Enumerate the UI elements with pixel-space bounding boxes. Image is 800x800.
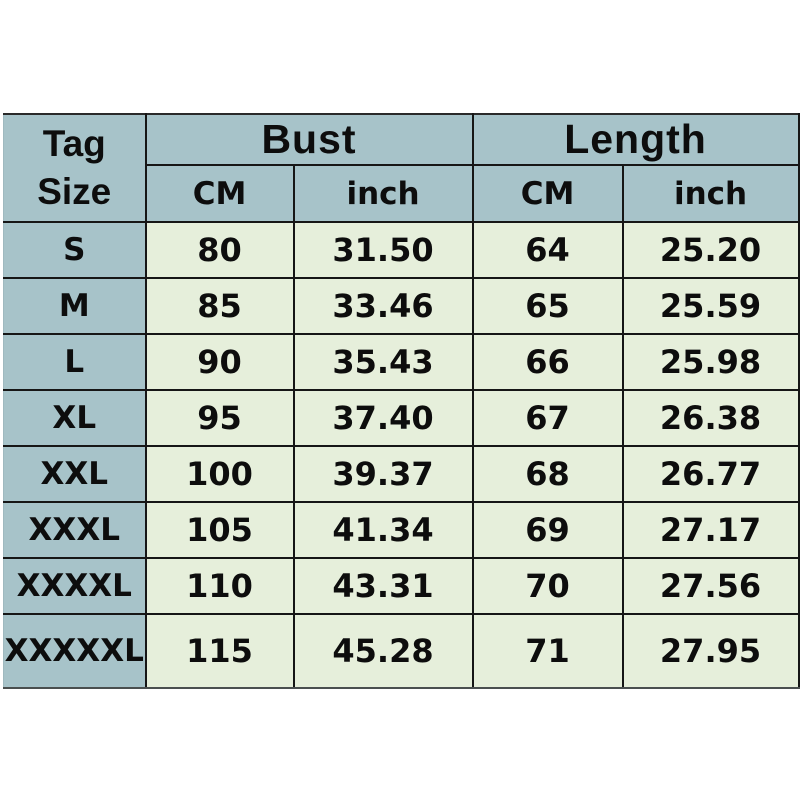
size-label: S	[3, 221, 147, 279]
size-label: XXL	[3, 445, 147, 503]
header-bust-cm: CM	[145, 164, 295, 223]
header-length-cm: CM	[471, 164, 624, 223]
bust-cm-value: 105	[144, 501, 295, 559]
size-label: XXXXL	[3, 557, 147, 615]
bust-inch-value: 35.43	[292, 333, 474, 391]
size-chart-table: Tag Size Bust Length CM inch CM inch S 8…	[3, 113, 800, 689]
length-inch-value: 26.77	[621, 445, 800, 503]
bust-cm-value: 115	[144, 613, 295, 689]
bust-cm-value: 95	[144, 389, 295, 447]
header-row-units: CM inch CM inch	[4, 164, 800, 223]
length-cm-value: 64	[471, 221, 624, 279]
length-cm-value: 71	[471, 613, 624, 689]
length-cm-value: 67	[471, 389, 624, 447]
length-cm-value: 65	[471, 277, 624, 335]
table-row-xxxxl: XXXXL 110 43.31 70 27.56	[3, 557, 800, 615]
bust-inch-value: 37.40	[292, 389, 474, 447]
header-bust: Bust	[144, 113, 474, 166]
table-row-xxxxxl: XXXXXL 115 45.28 71 27.95	[3, 613, 800, 689]
bust-inch-value: 33.46	[292, 277, 474, 335]
length-inch-value: 27.56	[621, 557, 800, 615]
header-length: Length	[471, 113, 800, 166]
table-row-xxl: XXL 100 39.37 68 26.77	[3, 445, 800, 503]
table-row-l: L 90 35.43 66 25.98	[3, 333, 800, 391]
size-label: XXXXXL	[3, 613, 147, 689]
length-cm-value: 66	[471, 333, 624, 391]
header-tag-line2: Size	[37, 171, 112, 212]
table-row-xl: XL 95 37.40 67 26.38	[3, 389, 800, 447]
header-tag-size: Tag Size	[3, 113, 147, 223]
bust-cm-value: 100	[144, 445, 295, 503]
length-inch-value: 25.59	[621, 277, 800, 335]
header-row-groups: Tag Size Bust Length	[3, 113, 800, 223]
table-row-xxxl: XXXL 105 41.34 69 27.17	[3, 501, 800, 559]
bust-cm-value: 80	[144, 221, 295, 279]
size-label: L	[3, 333, 147, 391]
bust-cm-value: 90	[144, 333, 295, 391]
size-label: XXXL	[3, 501, 147, 559]
length-cm-value: 69	[471, 501, 624, 559]
table-row-s: S 80 31.50 64 25.20	[3, 221, 800, 279]
length-inch-value: 27.95	[621, 613, 800, 689]
length-inch-value: 25.98	[621, 333, 800, 391]
size-label: M	[3, 277, 147, 335]
bust-inch-value: 41.34	[292, 501, 474, 559]
bust-inch-value: 39.37	[292, 445, 474, 503]
size-label: XL	[3, 389, 147, 447]
bust-cm-value: 110	[144, 557, 295, 615]
length-inch-value: 26.38	[621, 389, 800, 447]
length-cm-value: 70	[471, 557, 624, 615]
table-row-m: M 85 33.46 65 25.59	[3, 277, 800, 335]
header-length-inch: inch	[621, 164, 800, 223]
bust-cm-value: 85	[144, 277, 295, 335]
header-tag-line1: Tag	[42, 122, 106, 164]
length-cm-value: 68	[471, 445, 624, 503]
length-inch-value: 25.20	[621, 221, 800, 279]
header-bust-inch: inch	[292, 164, 474, 223]
bust-inch-value: 31.50	[292, 221, 474, 279]
length-inch-value: 27.17	[621, 501, 800, 559]
bust-inch-value: 43.31	[292, 557, 474, 615]
bust-inch-value: 45.28	[292, 613, 474, 689]
